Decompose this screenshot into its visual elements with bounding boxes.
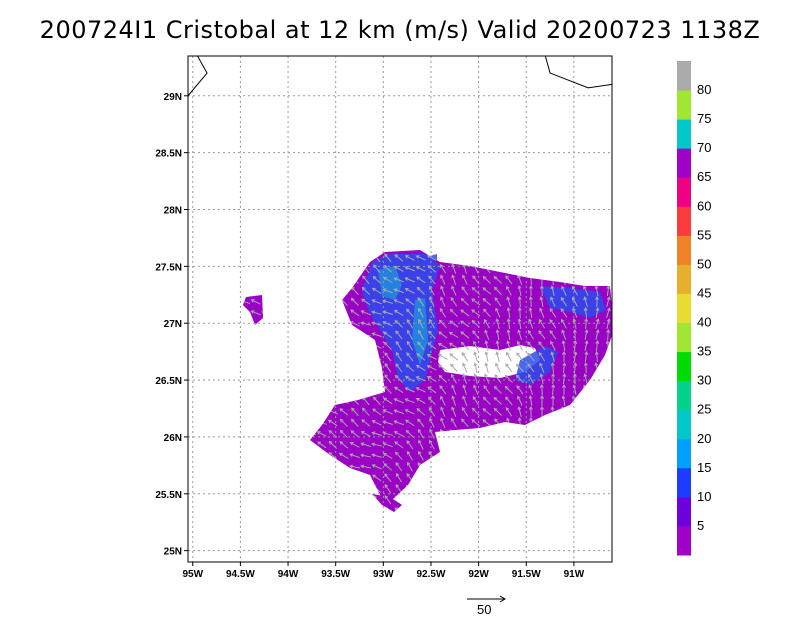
colorbar-swatch [677, 264, 691, 294]
lat-tick-label: 25N [164, 547, 182, 558]
colorbar-swatch [677, 438, 691, 469]
lat-tick-label: 26N [164, 433, 182, 444]
lon-tick-label: 92.5W [417, 569, 446, 580]
colorbar-swatch [677, 119, 691, 149]
colorbar-label: 20 [697, 431, 711, 446]
coastline-1 [188, 56, 208, 97]
grid-layer [188, 56, 612, 562]
axis-labels: 95W 94.5W 94W 93.5W 93W 92.5W 92W 91.5W 91W 25N 25… [155, 92, 584, 580]
colorbar-label: 35 [697, 344, 711, 359]
colorbar-label: 60 [697, 198, 711, 213]
colorbar-swatch [677, 90, 691, 120]
colorbar-swatch [677, 322, 691, 353]
lat-tick-label: 27.5N [155, 262, 182, 273]
strong-wind-region-4 [430, 254, 437, 260]
colorbar-label: 10 [697, 489, 711, 504]
wind-field-layer [243, 250, 612, 512]
lat-tick-label: 28N [164, 206, 182, 217]
strong-wind-region-2 [540, 286, 606, 318]
colorbar-swatch [677, 467, 691, 498]
lat-tick-label: 28.5N [155, 149, 182, 160]
map-title: 200724I1 Cristobal at 12 km (m/s) Valid … [39, 16, 761, 44]
strong-wind-region-3 [515, 346, 558, 385]
lat-tick-label: 29N [164, 92, 182, 103]
colorbar-swatch [677, 61, 691, 91]
reference-vector-label: 50 [477, 602, 491, 617]
lon-tick-label: 93W [373, 569, 394, 580]
colorbar-swatch [677, 496, 691, 527]
map-border [187, 55, 613, 563]
colorbar-swatch [677, 293, 691, 324]
lon-tick-label: 95W [182, 569, 203, 580]
coastline-2 [544, 56, 612, 89]
colorbar-label: 45 [697, 285, 711, 300]
lat-tick-label: 26.5N [155, 376, 182, 387]
lon-tick-label: 91.5W [512, 569, 541, 580]
colorbar-swatch [677, 380, 691, 411]
colorbar-label: 40 [697, 315, 711, 330]
lon-tick-label: 94W [278, 569, 299, 580]
lon-tick-label: 93.5W [321, 569, 350, 580]
colorbar-label: 15 [697, 460, 711, 475]
lat-tick-label: 27N [164, 319, 182, 330]
colorbar-label: 55 [697, 227, 711, 242]
colorbar-label: 5 [697, 518, 704, 533]
lon-tick-label: 92W [468, 569, 489, 580]
colorbar-swatch [677, 177, 691, 207]
lon-tick-label: 91W [564, 569, 585, 580]
map-frame [187, 55, 613, 563]
colorbar-swatch [677, 235, 691, 265]
colorbar-label: 50 [697, 256, 711, 271]
colorbar-swatch [677, 409, 691, 440]
coastline-layer [188, 56, 612, 97]
colorbar-label: 25 [697, 402, 711, 417]
colorbar: 5 10 15 20 25 30 35 40 45 50 55 60 65 70 75 80 [677, 61, 711, 556]
colorbar-swatch [677, 351, 691, 382]
colorbar-swatch [677, 148, 691, 178]
colorbar-label: 80 [697, 82, 711, 97]
colorbar-label: 30 [697, 373, 711, 388]
colorbar-label: 75 [697, 111, 711, 126]
lat-tick-label: 25.5N [155, 490, 182, 501]
reference-vector: 50 [467, 595, 506, 617]
colorbar-label: 65 [697, 169, 711, 184]
lon-tick-label: 94.5W [226, 569, 255, 580]
colorbar-swatch [677, 206, 691, 236]
colorbar-label: 70 [697, 140, 711, 155]
reference-vector-arrowhead [499, 595, 506, 603]
colorbar-swatch [677, 525, 691, 556]
